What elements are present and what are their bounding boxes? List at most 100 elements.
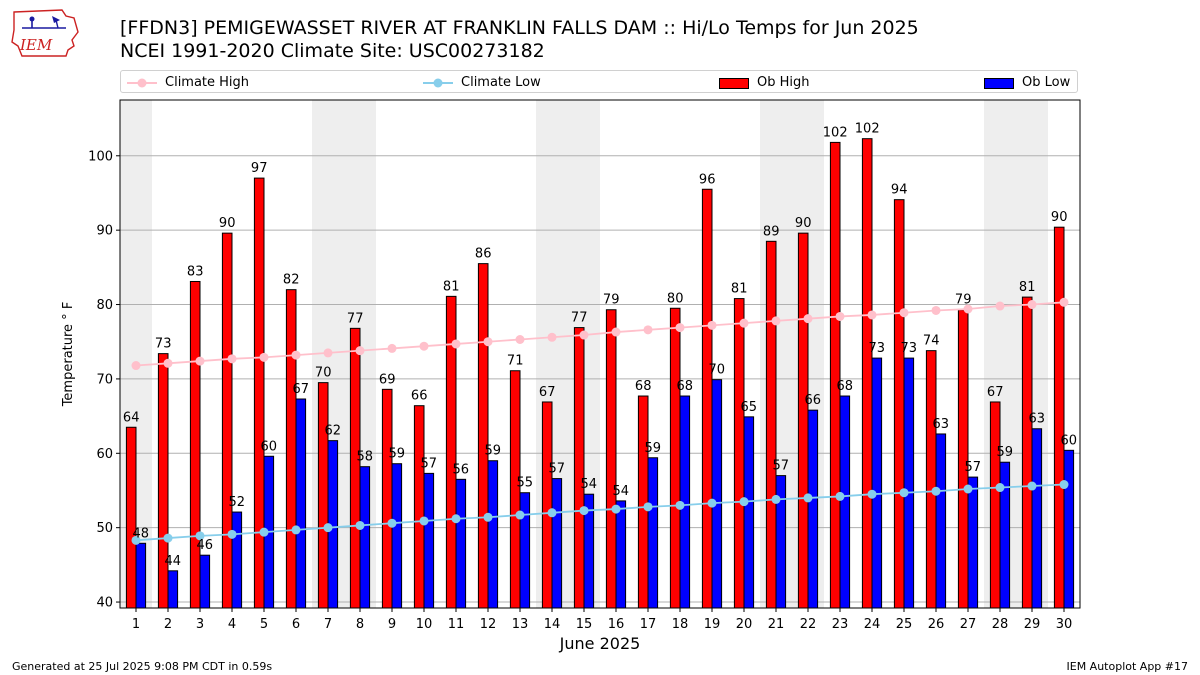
ob-high-bar [893, 199, 905, 609]
ob-low-label: 57 [965, 460, 982, 475]
legend-label-ob-low: Ob Low [1022, 75, 1071, 90]
climate-high-point [867, 310, 877, 320]
ob-high-label: 90 [1051, 210, 1068, 225]
legend-item-climate-high: Climate High [127, 74, 249, 91]
climate-low-point [899, 488, 909, 498]
x-tick-label: 4 [228, 617, 236, 632]
ob-low-bar [135, 542, 147, 609]
ob-high-bar [317, 382, 329, 609]
ob-high-bar [1021, 296, 1033, 609]
climate-high-point [195, 356, 205, 366]
x-tick-label: 16 [608, 617, 625, 632]
ob-low-bar [1031, 428, 1043, 609]
x-tick-label: 1 [132, 617, 140, 632]
ob-low-bar [519, 492, 531, 609]
x-tick-label: 25 [896, 617, 913, 632]
climate-low-point [291, 525, 301, 535]
climate-low-point [387, 518, 397, 528]
climate-low-point [515, 510, 525, 520]
climate-high-point [131, 361, 141, 371]
y-tick-label: 70 [96, 372, 113, 387]
x-tick-label: 10 [416, 617, 433, 632]
ob-high-label: 82 [283, 273, 300, 288]
ob-high-bar [285, 289, 297, 609]
climate-low-point [771, 494, 781, 504]
x-tick-label: 15 [576, 617, 593, 632]
climate-low-point [707, 498, 717, 508]
x-tick-label: 30 [1056, 617, 1073, 632]
climate-high-point [899, 308, 909, 318]
climate-high-line [135, 301, 1065, 367]
ob-high-label: 79 [955, 293, 972, 308]
ob-high-label: 96 [699, 172, 716, 187]
ob-high-label: 81 [731, 282, 748, 297]
climate-low-point [579, 506, 589, 516]
climate-high-point [579, 330, 589, 340]
ob-high-label: 67 [539, 385, 556, 400]
ob-high-label: 71 [507, 354, 524, 369]
climate-high-point [675, 323, 685, 333]
climate-high-point [227, 354, 237, 364]
legend-marker-climate-high [127, 78, 157, 87]
ob-high-bar [829, 141, 841, 609]
ob-high-bar [765, 240, 777, 609]
ob-low-label: 58 [357, 450, 374, 465]
ob-low-bar [487, 460, 499, 609]
ob-low-label: 52 [229, 495, 246, 510]
generated-timestamp: Generated at 25 Jul 2025 9:08 PM CDT in … [12, 660, 273, 673]
x-tick-label: 9 [388, 617, 396, 632]
climate-high-point [803, 314, 813, 324]
climate-high-point [1059, 297, 1069, 307]
ob-high-bar [637, 395, 649, 609]
climate-high-point [835, 311, 845, 321]
x-tick-label: 17 [640, 617, 657, 632]
ob-low-label: 65 [741, 400, 758, 415]
iem-logo: IEM [8, 6, 82, 60]
climate-high-point [611, 327, 621, 337]
ob-low-bar [903, 357, 915, 609]
y-tick-label: 80 [96, 298, 113, 313]
ob-high-bar [541, 401, 553, 609]
ob-low-label: 59 [997, 445, 1014, 460]
climate-low-point [227, 529, 237, 539]
x-tick-label: 11 [448, 617, 465, 632]
climate-high-point [355, 346, 365, 356]
ob-high-label: 69 [379, 372, 396, 387]
x-axis-label: June 2025 [559, 634, 641, 653]
ob-high-label: 79 [603, 293, 620, 308]
climate-high-point [419, 341, 429, 351]
ob-low-bar [839, 395, 851, 609]
ob-low-bar [743, 416, 755, 609]
ob-low-label: 55 [517, 476, 534, 491]
y-axis-label: Temperature ° F [61, 302, 76, 408]
ob-low-bar [647, 457, 659, 609]
ob-high-label: 67 [987, 385, 1004, 400]
climate-low-point [419, 516, 429, 526]
legend-label-climate-low: Climate Low [461, 75, 541, 90]
ob-high-label: 80 [667, 291, 684, 306]
ob-high-label: 66 [411, 389, 428, 404]
climate-low-point [483, 512, 493, 522]
x-tick-label: 13 [512, 617, 529, 632]
plot-frame [119, 99, 1081, 609]
ob-high-label: 97 [251, 161, 268, 176]
x-tick-label: 26 [928, 617, 945, 632]
climate-low-point [867, 489, 877, 499]
ob-high-bar [189, 280, 201, 609]
chart-legend: Climate High Climate Low Ob High Ob Low [120, 70, 1078, 93]
ob-high-bar [221, 232, 233, 609]
climate-low-point [835, 491, 845, 501]
ob-low-bar [967, 476, 979, 609]
ob-low-label: 44 [165, 554, 182, 569]
ob-low-bar [455, 478, 467, 609]
ob-low-label: 62 [325, 424, 342, 439]
ob-low-label: 54 [613, 484, 630, 499]
chart-subtitle: NCEI 1991-2020 Climate Site: USC00273182 [120, 40, 545, 62]
ob-low-bar [551, 478, 563, 609]
ob-low-label: 59 [485, 444, 502, 459]
ob-low-bar [391, 463, 403, 609]
ob-high-bar [861, 138, 873, 609]
climate-low-point [675, 500, 685, 510]
x-tick-label: 21 [768, 617, 785, 632]
